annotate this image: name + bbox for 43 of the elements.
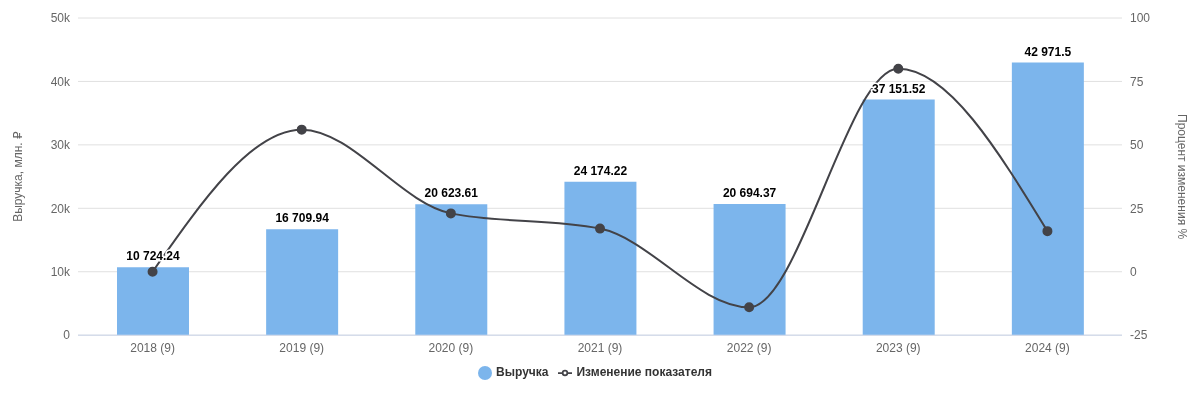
y-tick-label: 10k bbox=[50, 265, 71, 279]
data-label: 42 971.5 bbox=[1024, 44, 1072, 59]
point bbox=[595, 223, 605, 234]
y-tick-label: 50k bbox=[50, 11, 71, 26]
x-tick-label: 2018 (9) bbox=[130, 340, 175, 355]
bar bbox=[415, 204, 488, 336]
x-tick-label: 2024 (9) bbox=[1025, 340, 1070, 355]
y2-tick-label: 100 bbox=[1130, 11, 1151, 26]
x-tick-label: 2021 (9) bbox=[577, 340, 623, 355]
x-tick-label: 2022 (9) bbox=[726, 340, 772, 355]
y-tick-label: 40k bbox=[50, 74, 71, 89]
point bbox=[1042, 226, 1053, 237]
legend-label: Изменение показателя bbox=[576, 365, 712, 380]
x-tick-label: 2023 (9) bbox=[875, 340, 921, 355]
point bbox=[296, 124, 307, 135]
point bbox=[744, 302, 755, 313]
data-label: 20 694.37 bbox=[722, 185, 777, 200]
x-tick-label: 2019 (9) bbox=[279, 340, 325, 355]
bar bbox=[117, 267, 189, 336]
x-tick-label: 2020 (9) bbox=[428, 340, 474, 355]
data-label: 16 709.94 bbox=[275, 211, 330, 226]
y-tick-label: 0 bbox=[63, 328, 71, 343]
y2-axis-title: Процент изменения % bbox=[1174, 114, 1189, 240]
point bbox=[445, 208, 456, 219]
y-tick-label: 30k bbox=[50, 138, 71, 153]
bar bbox=[713, 203, 786, 336]
bar bbox=[266, 229, 339, 336]
y2-tick-label: 0 bbox=[1130, 265, 1137, 279]
y-tick-label: 20k bbox=[50, 201, 71, 216]
data-label: 37 151.52 bbox=[872, 81, 926, 96]
bar bbox=[564, 181, 637, 336]
legend-label: Выручка bbox=[496, 365, 549, 380]
data-label: 24 174.22 bbox=[573, 163, 628, 178]
point bbox=[147, 266, 158, 277]
y2-tick-label: -25 bbox=[1130, 328, 1148, 343]
bar bbox=[862, 99, 935, 336]
data-label: 20 623.61 bbox=[424, 186, 479, 201]
point bbox=[893, 63, 904, 74]
y2-tick-label: 50 bbox=[1130, 138, 1144, 153]
y-axis-title: Выручка, млн. ₽ bbox=[11, 131, 26, 222]
y2-tick-label: 25 bbox=[1130, 201, 1144, 216]
bar bbox=[1011, 62, 1084, 336]
y2-tick-label: 75 bbox=[1130, 74, 1144, 89]
